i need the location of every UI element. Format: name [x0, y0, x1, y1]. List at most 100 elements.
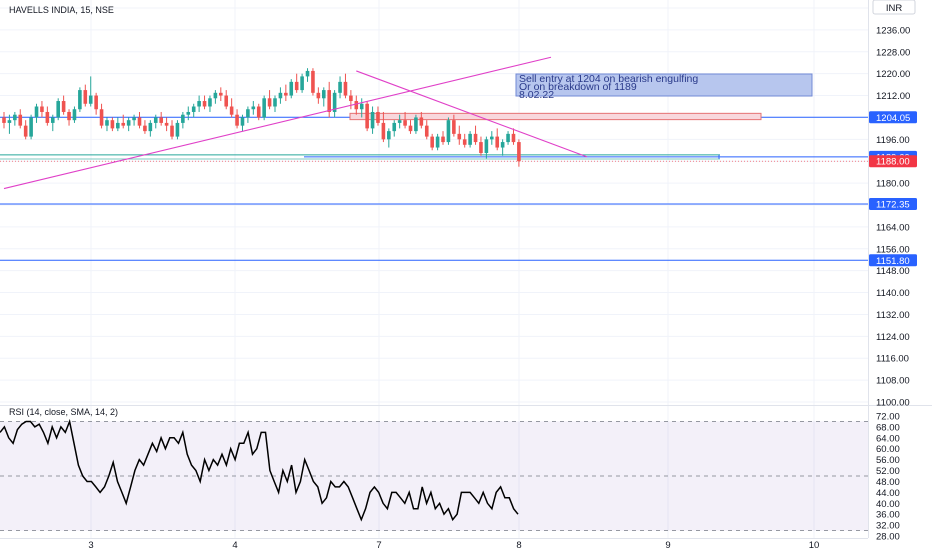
candle — [321, 87, 326, 107]
annotation-line-2: Or on breakdown of 1189 — [519, 81, 637, 93]
currency-badge[interactable]: INR — [872, 0, 916, 15]
candle — [452, 114, 456, 137]
candle — [170, 120, 174, 140]
price-label: 1188.00 — [869, 155, 917, 168]
time-tick-label: 7 — [376, 540, 381, 550]
candle — [457, 125, 462, 145]
price-tick-label: 1100.00 — [876, 398, 910, 409]
rsi-tick-label: 44.00 — [876, 488, 900, 499]
candle — [105, 117, 109, 132]
candle — [186, 106, 191, 121]
trendlines — [3, 56, 588, 190]
candle — [262, 95, 266, 121]
rsi-title: RSI (14, close, SMA, 14, 2) — [9, 407, 118, 417]
candle — [473, 125, 478, 145]
annotation-box[interactable]: Sell entry at 1204 on bearish engulfing … — [515, 73, 813, 101]
annotation-background — [515, 73, 813, 97]
candle — [419, 111, 424, 129]
candle — [446, 117, 451, 145]
candle — [430, 133, 434, 151]
candle — [517, 139, 521, 167]
candle — [23, 120, 28, 140]
candle — [479, 136, 483, 156]
candle — [484, 136, 489, 159]
price-label: 1172.35 — [869, 198, 917, 211]
candle — [327, 81, 331, 118]
candle — [137, 111, 142, 129]
candle — [29, 114, 33, 140]
candle — [294, 73, 299, 93]
rsi-guides — [0, 420, 868, 532]
candle — [246, 106, 250, 123]
candle — [289, 79, 294, 99]
candle — [78, 87, 82, 112]
price-label: 1151.80 — [869, 254, 917, 267]
candle — [397, 114, 402, 129]
candle — [153, 114, 158, 129]
candle — [83, 84, 88, 107]
rsi-axis[interactable]: 28.0032.0036.0040.0044.0048.0052.0056.00… — [876, 412, 900, 543]
time-axis[interactable]: 3 4 7 8 9 10 — [88, 540, 819, 550]
price-tick-label: 1236.00 — [876, 25, 910, 36]
candle — [381, 111, 386, 143]
price-tick-label: 1220.00 — [876, 69, 910, 80]
candle — [219, 87, 223, 102]
candle — [40, 101, 44, 118]
candle — [50, 114, 55, 132]
price-tick-label: 1132.00 — [876, 310, 910, 321]
price-tick-label: 1196.00 — [876, 135, 910, 146]
rsi-pane[interactable]: RSI (14, close, SMA, 14, 2) — [0, 407, 868, 532]
candle — [300, 73, 304, 93]
candle — [311, 68, 315, 96]
price-tick-label: 1156.00 — [876, 244, 910, 255]
candle — [338, 76, 342, 99]
candle — [267, 90, 272, 110]
currency-label: INR — [886, 3, 903, 14]
candle — [235, 109, 239, 129]
rsi-tick-label: 60.00 — [876, 444, 900, 455]
candles — [2, 68, 521, 167]
price-tick-label: 1148.00 — [876, 266, 910, 277]
candle — [229, 98, 234, 118]
price-pane[interactable]: Sell entry at 1204 on bearish engulfing … — [0, 0, 868, 538]
price-tick-label: 1116.00 — [876, 354, 909, 365]
candle — [462, 133, 467, 148]
time-tick-label: 10 — [809, 540, 820, 550]
candle — [256, 103, 261, 121]
price-tick-label: 1228.00 — [876, 47, 910, 58]
rsi-tick-label: 36.00 — [876, 510, 900, 521]
annotation-line-3: 8.02.22 — [519, 89, 554, 101]
candle — [126, 117, 131, 132]
candle — [7, 114, 12, 134]
candle — [278, 87, 283, 104]
falling-trendline — [356, 70, 588, 158]
svg-text:1204.05: 1204.05 — [876, 113, 910, 124]
time-tick-label: 8 — [516, 540, 521, 550]
price-tick-label: 1140.00 — [876, 288, 910, 299]
candle — [175, 120, 180, 140]
rsi-tick-label: 52.00 — [876, 466, 900, 477]
candle — [224, 90, 229, 110]
rsi-tick-label: 68.00 — [876, 422, 900, 433]
candle — [511, 128, 516, 145]
candle — [370, 106, 375, 134]
candle — [164, 117, 169, 132]
candle — [365, 101, 369, 132]
price-tick-label: 1108.00 — [876, 376, 910, 387]
time-tick-label: 9 — [665, 540, 670, 550]
svg-text:1151.80: 1151.80 — [876, 256, 910, 267]
candle — [240, 114, 245, 132]
candle — [284, 84, 288, 102]
candle — [424, 120, 429, 140]
candle — [143, 120, 147, 134]
candle — [468, 131, 472, 148]
candle — [72, 106, 77, 123]
rsi-tick-label: 64.00 — [876, 433, 900, 444]
candle — [110, 117, 115, 132]
candle — [354, 95, 359, 115]
candle — [213, 90, 218, 104]
candle — [88, 76, 93, 107]
candle — [387, 128, 391, 148]
